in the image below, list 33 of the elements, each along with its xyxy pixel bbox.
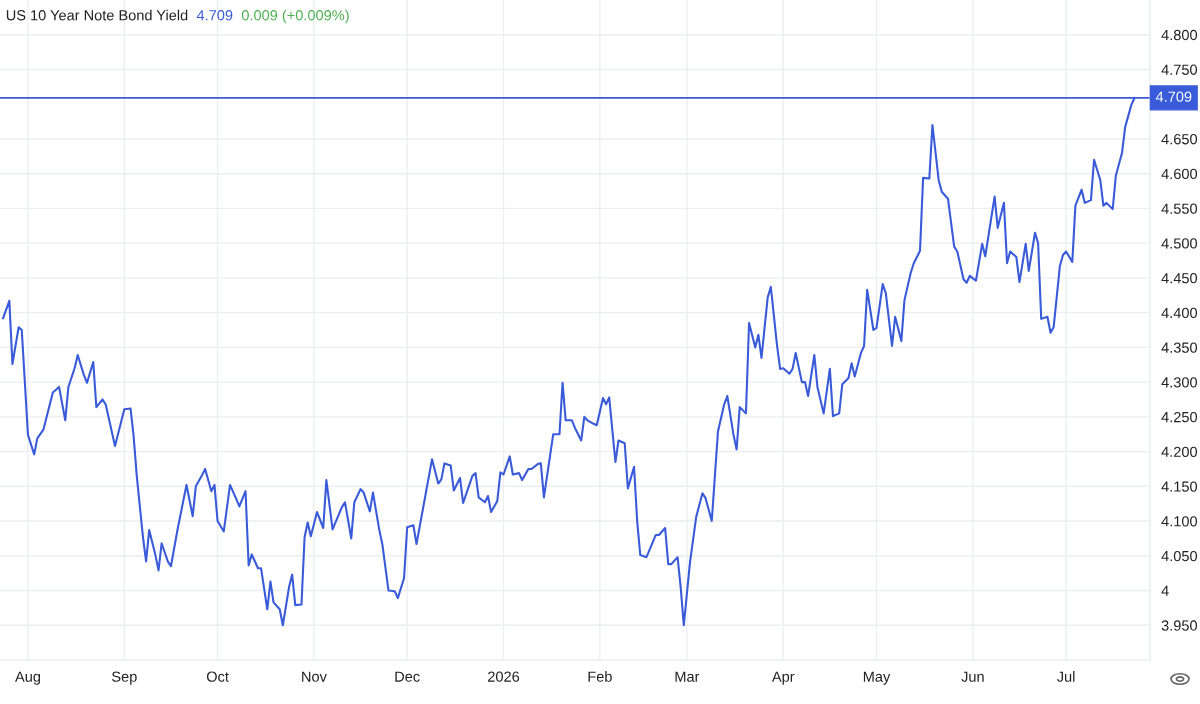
y-tick-label: 4.550 (1161, 203, 1198, 214)
y-tick-label: 4.300 (1161, 377, 1198, 388)
x-tick-label: 2026 (488, 671, 520, 682)
y-tick-label: 4.400 (1161, 307, 1198, 319)
x-tick-label: Jun (961, 671, 984, 682)
y-tick-label: 4.800 (1161, 29, 1198, 41)
y-tick-label: 4.500 (1161, 238, 1198, 249)
y-tick-label: 4.450 (1161, 273, 1198, 284)
x-tick-label: Aug (15, 671, 41, 685)
x-tick-label: Mar (675, 671, 700, 682)
y-tick-label: 4.250 (1161, 411, 1198, 423)
y-tick-label: 4.050 (1161, 550, 1198, 562)
y-tick-label: 4.350 (1161, 342, 1198, 353)
annotation: 4.709 (196, 10, 233, 21)
y-tick-label: 4.750 (1161, 64, 1198, 75)
y-tick-label: 4.650 (1161, 134, 1198, 145)
x-tick-label: Nov (302, 671, 327, 682)
x-tick-label: Jul (1056, 671, 1075, 682)
y-tick-label: 4 (1161, 585, 1169, 596)
y-tick-label: 3.950 (1161, 620, 1198, 631)
y-tick-label: 4.100 (1161, 516, 1198, 527)
x-tick-label: Apr (771, 671, 795, 685)
y-tick-label: 4.150 (1161, 481, 1198, 492)
x-tick-label: May (863, 671, 891, 685)
y-tick-label: 4.200 (1161, 446, 1198, 458)
y-tick-label: 4.600 (1161, 168, 1198, 180)
x-tick-label: Dec (395, 671, 420, 682)
x-tick-label: Feb (588, 671, 612, 682)
text: US 10 Year Note Bond Yield (6, 9, 188, 21)
x-tick-label: Oct (206, 671, 229, 682)
annotation: 0.009 (+0.009%) (241, 9, 349, 24)
x-tick-label: Sep (112, 671, 137, 685)
ref-line-label: 4.709 (1155, 91, 1192, 102)
